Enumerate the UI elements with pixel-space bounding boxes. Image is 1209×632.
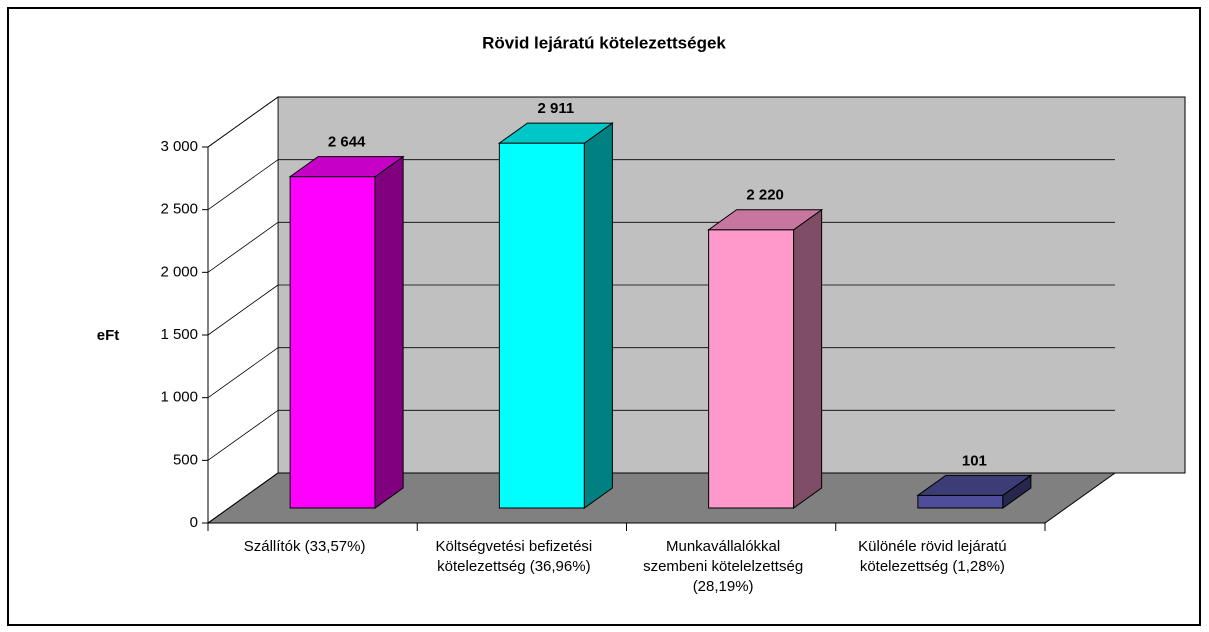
bar-front <box>708 229 795 509</box>
grid-line <box>207 96 279 148</box>
bar <box>916 474 1033 509</box>
grid-line <box>207 159 279 210</box>
y-tick-label: 500 <box>173 451 198 468</box>
value-label: 2 911 <box>538 100 575 117</box>
bar-side <box>583 122 613 509</box>
x-tick-label: Költségvetési befizetési kötelezettség (… <box>435 538 593 575</box>
value-label: 101 <box>962 452 987 469</box>
y-tick-label: 1 500 <box>160 326 198 343</box>
bar-front <box>917 494 1004 509</box>
bar <box>707 208 824 509</box>
y-tick-label: 1 000 <box>160 389 198 406</box>
bar-side <box>793 208 823 509</box>
bar-top <box>288 156 405 178</box>
grid-line <box>207 472 279 524</box>
y-tick-label: 2 000 <box>160 263 198 280</box>
grid-line <box>207 284 279 336</box>
x-tick-label: Munkavállalókkal szembeni kötelelzettség… <box>643 538 804 595</box>
bar <box>288 155 405 509</box>
y-tick-label: 0 <box>190 514 198 531</box>
bar-top <box>497 122 614 144</box>
bar-front <box>498 142 585 509</box>
x-tick-label: Szállítók (33,57%) <box>243 538 366 555</box>
grid-line <box>207 222 279 273</box>
chart-title: Rövid lejáratú kötelezettségek <box>482 33 726 52</box>
y-tick-label: 2 500 <box>160 201 198 218</box>
value-label: 2 644 <box>328 134 366 151</box>
grid-line <box>207 347 279 398</box>
value-label: 2 220 <box>746 187 784 204</box>
bar-top <box>916 474 1033 496</box>
grid-line <box>207 410 279 461</box>
bar <box>497 122 614 509</box>
bar-side <box>374 155 404 509</box>
bar-top <box>707 209 824 231</box>
bar-front <box>289 176 376 509</box>
y-tick-label: 3 000 <box>160 138 198 155</box>
y-axis-label: eFt <box>97 327 120 344</box>
x-tick-label: Különéle rövid lejáratú kötelezettség (1… <box>858 538 1007 575</box>
